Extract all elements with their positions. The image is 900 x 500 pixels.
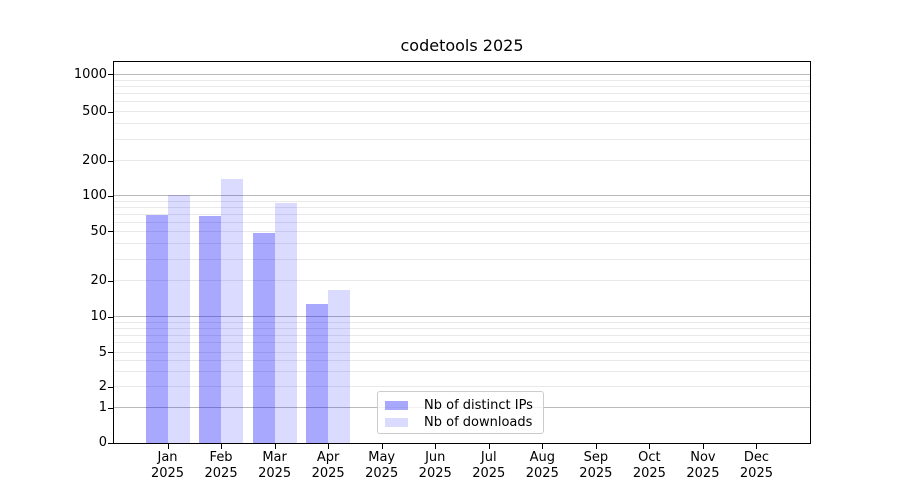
gridline bbox=[114, 200, 810, 202]
legend-entry-downloads: Nb of downloads bbox=[385, 414, 535, 430]
gridline bbox=[114, 230, 810, 232]
y-tick-mark bbox=[108, 352, 113, 354]
x-tick-mark bbox=[435, 444, 437, 449]
y-tick-label: 2 bbox=[98, 379, 107, 395]
x-tick-mark bbox=[167, 444, 169, 449]
x-tick-mark bbox=[756, 444, 758, 449]
y-tick-label: 1 bbox=[98, 400, 107, 416]
y-tick-mark bbox=[108, 280, 113, 282]
gridline bbox=[114, 334, 810, 336]
y-tick-label: 5 bbox=[98, 344, 107, 360]
x-tick-mark bbox=[488, 444, 490, 449]
y-tick-mark bbox=[108, 74, 113, 76]
x-tick-mark bbox=[381, 444, 383, 449]
bar-distinct-ips bbox=[252, 233, 275, 443]
y-tick-label: 10 bbox=[90, 309, 107, 325]
gridline bbox=[114, 243, 810, 244]
gridline bbox=[114, 371, 810, 373]
x-tick-label: Mar 2025 bbox=[258, 450, 292, 481]
gridline bbox=[114, 101, 810, 103]
x-tick-mark bbox=[542, 444, 544, 449]
x-tick-label: Aug 2025 bbox=[525, 450, 559, 481]
gridline bbox=[114, 123, 810, 125]
legend-swatch-downloads-icon bbox=[385, 417, 408, 427]
x-tick-label: Feb 2025 bbox=[204, 450, 238, 481]
x-tick-mark bbox=[274, 444, 276, 449]
y-tick-label: 20 bbox=[90, 273, 107, 289]
bar-downloads bbox=[328, 289, 351, 443]
y-tick-label: 100 bbox=[82, 188, 107, 204]
x-tick-mark bbox=[221, 444, 223, 449]
y-tick-label: 50 bbox=[90, 223, 107, 239]
gridline bbox=[114, 195, 810, 197]
bar-downloads bbox=[221, 179, 244, 443]
bar-distinct-ips bbox=[306, 303, 329, 443]
gridline bbox=[114, 316, 810, 318]
gridline bbox=[114, 221, 810, 223]
bar-downloads bbox=[167, 195, 190, 443]
gridline bbox=[114, 360, 810, 362]
gridline bbox=[114, 206, 810, 208]
x-tick-label: May 2025 bbox=[365, 450, 399, 481]
x-tick-label: Dec 2025 bbox=[739, 450, 773, 481]
y-tick-label: 200 bbox=[82, 153, 107, 169]
gridline bbox=[114, 213, 810, 215]
y-tick-mark bbox=[108, 407, 113, 409]
x-tick-label: Jan 2025 bbox=[150, 450, 185, 481]
gridline bbox=[114, 280, 810, 282]
bar-downloads bbox=[274, 202, 297, 443]
y-tick-mark bbox=[108, 111, 113, 113]
legend-label-distinct-ips: Nb of distinct IPs bbox=[424, 397, 533, 413]
gridline bbox=[114, 85, 810, 87]
gridline bbox=[114, 93, 810, 95]
y-tick-label: 1000 bbox=[73, 66, 107, 82]
x-tick-mark bbox=[595, 444, 597, 449]
y-tick-mark bbox=[108, 160, 113, 162]
legend-swatch-distinct-ips-icon bbox=[385, 400, 408, 410]
gridline bbox=[114, 79, 810, 81]
y-tick-label: 0 bbox=[98, 435, 107, 450]
x-tick-label: Jul 2025 bbox=[472, 450, 506, 481]
y-tick-mark bbox=[108, 442, 113, 444]
y-tick-mark bbox=[108, 195, 113, 197]
y-tick-label: 500 bbox=[82, 104, 107, 120]
x-tick-label: Sep 2025 bbox=[579, 450, 613, 481]
gridline bbox=[114, 342, 810, 344]
bar-distinct-ips bbox=[145, 214, 168, 443]
x-tick-mark bbox=[649, 444, 651, 449]
gridline bbox=[114, 258, 810, 260]
gridline bbox=[114, 321, 810, 323]
legend-label-downloads: Nb of downloads bbox=[424, 414, 533, 430]
legend: Nb of distinct IPs Nb of downloads bbox=[377, 391, 544, 434]
gridline bbox=[114, 138, 810, 140]
x-tick-mark bbox=[702, 444, 704, 449]
gridline bbox=[114, 160, 810, 162]
x-tick-label: Oct 2025 bbox=[632, 450, 666, 481]
plot-area bbox=[113, 61, 811, 444]
y-tick-mark bbox=[108, 386, 113, 388]
gridline bbox=[114, 73, 810, 75]
bar-distinct-ips bbox=[199, 216, 222, 443]
gridline bbox=[114, 111, 810, 113]
x-tick-label: Jun 2025 bbox=[418, 450, 452, 481]
legend-entry-distinct-ips: Nb of distinct IPs bbox=[385, 397, 535, 413]
x-tick-label: Nov 2025 bbox=[686, 450, 720, 481]
y-tick-mark bbox=[108, 231, 113, 233]
gridline bbox=[114, 327, 810, 329]
y-tick-mark bbox=[108, 316, 113, 318]
gridline bbox=[114, 351, 810, 353]
gridline bbox=[114, 386, 810, 388]
x-tick-label: Apr 2025 bbox=[311, 450, 345, 481]
x-tick-mark bbox=[328, 444, 330, 449]
chart-title: codetools 2025 bbox=[400, 36, 524, 55]
